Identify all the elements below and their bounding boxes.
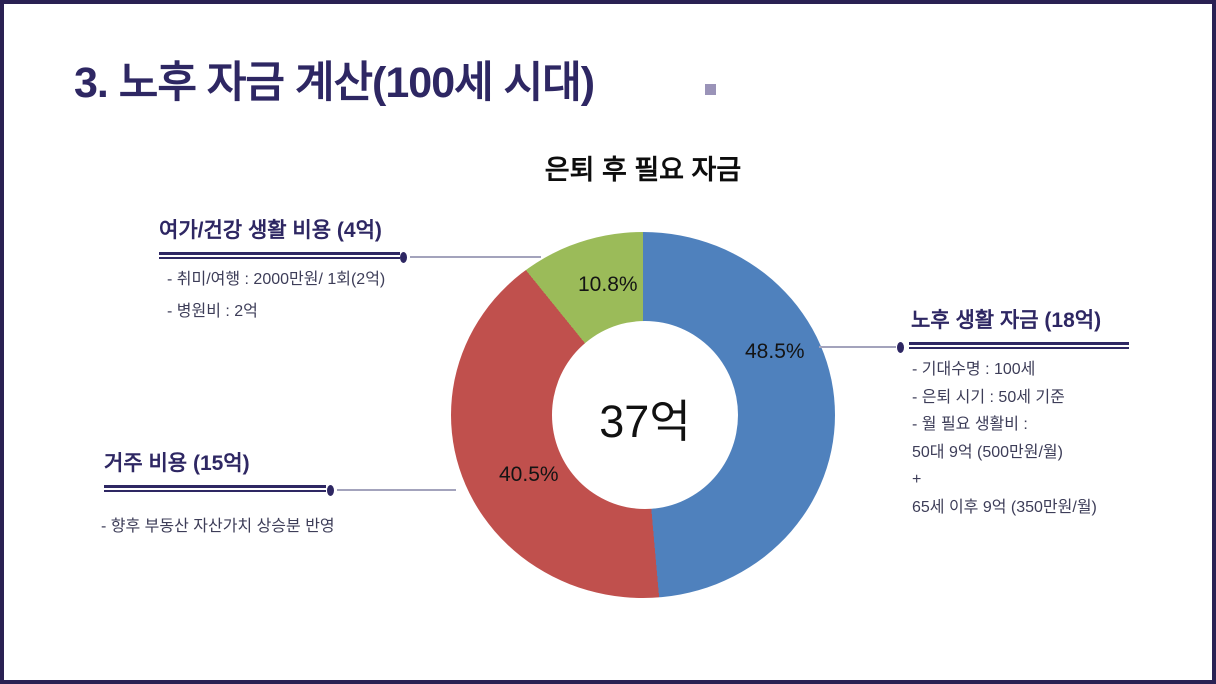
- annotation-retirement-leader-line: [819, 346, 896, 348]
- annotation-leisure-underline: [159, 252, 400, 259]
- donut-center-value: 37억: [599, 396, 691, 447]
- annotation-housing-line: - 향후 부동산 자산가치 상승분 반영: [101, 518, 335, 535]
- annotation-housing-title: 거주 비용 (15억): [104, 452, 250, 475]
- annotation-retirement-line: - 월 필요 생활비 :: [912, 416, 1028, 433]
- slice-label-retirement: 48.5%: [745, 340, 805, 363]
- annotation-retirement-underline: [909, 342, 1129, 349]
- annotation-housing-leader-line: [337, 489, 456, 491]
- annotation-leisure-connector-dot: [400, 252, 407, 263]
- donut-hole: [552, 321, 738, 509]
- annotation-retirement-line: 65세 이후 9억 (350만원/월): [912, 498, 1097, 516]
- annotation-retirement-line: - 은퇴 시기 : 50세 기준: [912, 388, 1065, 406]
- annotation-leisure-leader-line: [410, 256, 541, 258]
- chart-title: 은퇴 후 필요 자금: [544, 155, 742, 185]
- annotation-housing-connector-dot: [327, 485, 334, 496]
- title-accent-square: [705, 84, 716, 95]
- annotation-retirement-line: - 기대수명 : 100세: [912, 361, 1036, 378]
- page-title: 3. 노후 자금 계산(100세 시대): [74, 59, 595, 107]
- annotation-leisure-line: - 병원비 : 2억: [167, 303, 258, 320]
- slice-label-leisure: 10.8%: [578, 273, 638, 296]
- annotation-retirement-lines: - 기대수명 : 100세 - 은퇴 시기 : 50세 기준 - 월 필요 생활…: [912, 356, 1097, 521]
- annotation-leisure-line: - 취미/여행 : 2000만원/ 1회(2억): [167, 271, 386, 288]
- slice-label-housing: 40.5%: [499, 463, 559, 486]
- annotation-housing-underline: [104, 485, 326, 492]
- annotation-retirement-line: 50대 9억 (500만원/월): [912, 443, 1063, 461]
- annotation-retirement-line: +: [912, 471, 922, 488]
- annotation-retirement-title: 노후 생활 자금 (18억): [911, 309, 1102, 332]
- annotation-leisure-title: 여가/건강 생활 비용 (4억): [159, 219, 382, 242]
- annotation-retirement-connector-dot: [897, 342, 904, 353]
